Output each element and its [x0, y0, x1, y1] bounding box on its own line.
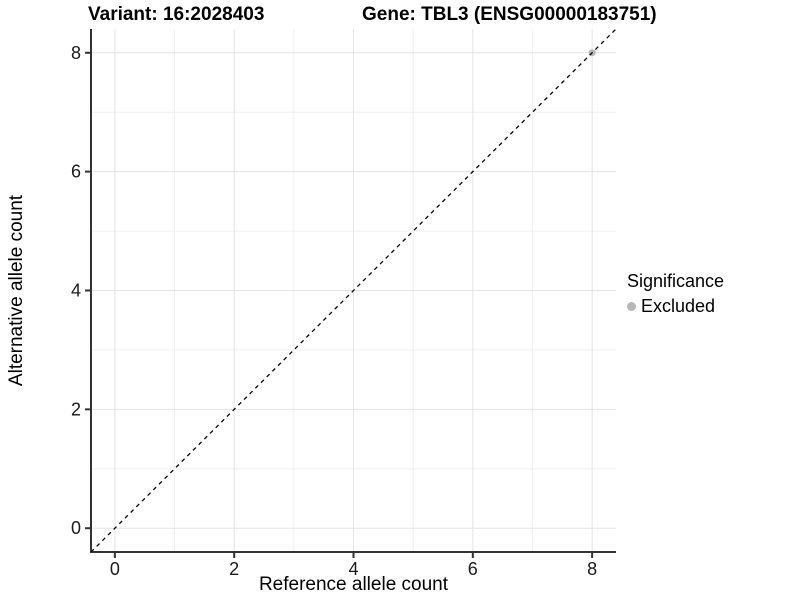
legend: Significance Excluded: [627, 271, 724, 317]
y-tick-label: 0: [71, 518, 81, 538]
x-tick-label: 2: [229, 559, 239, 579]
legend-item-label: Excluded: [641, 296, 716, 316]
y-tick-label: 2: [71, 399, 81, 419]
x-axis-title: Reference allele count: [259, 574, 449, 595]
identity-dashed-line: [90, 28, 617, 553]
y-tick-label: 8: [71, 43, 81, 63]
y-tick-label: 4: [71, 281, 81, 301]
plot-title-gene: Gene: TBL3 (ENSG00000183751): [362, 4, 657, 25]
x-tick-label: 8: [587, 559, 597, 579]
x-tick-label: 6: [468, 559, 478, 579]
plot-title-variant: Variant: 16:2028403: [88, 4, 265, 25]
y-tick-label: 6: [71, 162, 81, 182]
x-tick-label: 4: [348, 559, 358, 579]
y-axis-title: Alternative allele count: [6, 194, 27, 386]
legend-title: Significance: [627, 271, 725, 291]
x-tick-label: 0: [110, 559, 120, 579]
legend-key-dot-icon: [627, 302, 636, 311]
legend-item-excluded: Excluded: [627, 296, 724, 317]
